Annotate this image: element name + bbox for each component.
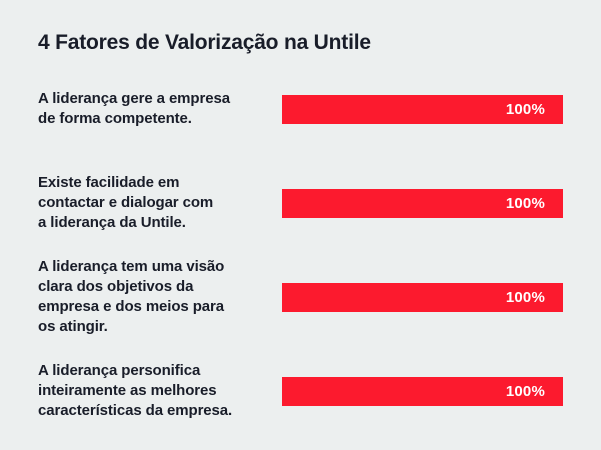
bar: 100% [282, 282, 563, 312]
bar: 100% [282, 376, 563, 406]
bar: 100% [282, 94, 563, 124]
bar-track: 100% [282, 188, 563, 218]
category-label: A liderança tem uma visão clara dos obje… [38, 258, 225, 335]
bar-value-label: 100% [505, 382, 545, 400]
bar-track: 100% [282, 282, 563, 312]
category-label: Existe facilidade em contactar e dialoga… [38, 174, 214, 231]
category-label: A liderança gere a empresa de forma comp… [38, 90, 230, 127]
chart-title: 4 Fatores de Valorização na Untile [38, 31, 371, 54]
chart-row: A liderança personifica inteiramente as … [38, 344, 563, 438]
bar-value-label: 100% [505, 288, 545, 306]
bar-track: 100% [282, 94, 563, 124]
bar-value-label: 100% [505, 194, 545, 212]
bar-track: 100% [282, 376, 563, 406]
bar-value-label: 100% [505, 100, 545, 118]
category-label: A liderança personifica inteiramente as … [38, 362, 233, 419]
bar: 100% [282, 188, 563, 218]
chart-row: A liderança tem uma visão clara dos obje… [38, 250, 563, 344]
chart-row: Existe facilidade em contactar e dialoga… [38, 156, 563, 250]
chart-row: A liderança gere a empresa de forma comp… [38, 62, 563, 156]
chart-rows: A liderança gere a empresa de forma comp… [38, 62, 563, 438]
